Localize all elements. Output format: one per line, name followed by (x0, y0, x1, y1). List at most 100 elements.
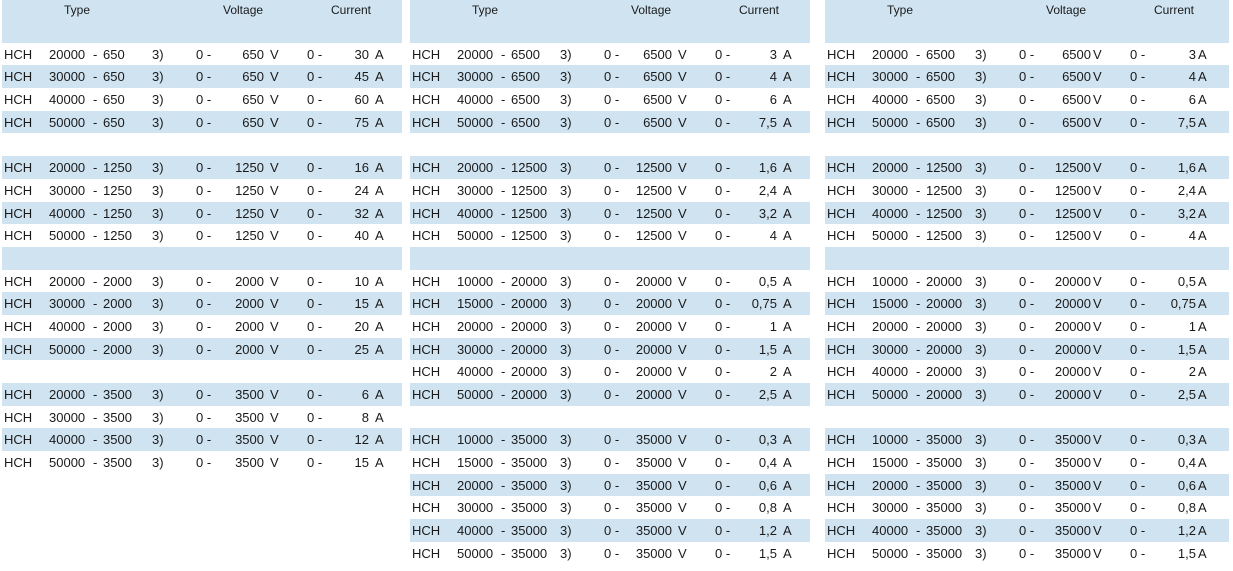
cell-czero: 0 - (1130, 500, 1146, 516)
cell-suffix: 3) (152, 387, 164, 402)
cell-dash: - (501, 387, 506, 402)
cell-dash: - (93, 46, 98, 62)
cell-volt: 6500 (926, 114, 955, 130)
cell-cmax: 15 (354, 455, 369, 471)
cell-czero: 0 - (1130, 364, 1146, 380)
cell-czero: 0 - (715, 46, 731, 62)
cell-suffix: 3) (152, 46, 164, 62)
cell-num: 20000 (457, 477, 494, 493)
cell-num: 30000 (457, 69, 494, 85)
cell-czero: 0 - (307, 228, 323, 244)
cell-vmax: 650 (242, 92, 264, 108)
cell-cmax: 16 (354, 160, 369, 176)
cell-prefix: HCH (412, 455, 441, 471)
cell-volt: 6500 (511, 46, 540, 62)
cell-czero: 0 - (1130, 455, 1146, 471)
cell-vmax: 12500 (635, 160, 672, 176)
table-row: HCH 50000-20000 3) 0 -20000 V 0 -2,5 A (825, 383, 1229, 406)
cell-suffix: 3) (152, 318, 164, 334)
cell-volt: 2000 (103, 273, 132, 289)
cell-zero: 0 - (604, 477, 620, 493)
cell-vmax: 12500 (635, 205, 672, 221)
cell-vu: V (678, 273, 687, 289)
cell-volt: 35000 (511, 545, 548, 561)
cell-vu: V (270, 409, 279, 425)
cell-dash: - (916, 545, 921, 561)
cell-zero: 0 - (604, 46, 620, 62)
cell-prefix: HCH (412, 46, 441, 62)
header-voltage: Voltage (1046, 3, 1087, 17)
table-row: HCH 20000-35000 3) 0 -35000 V 0 -0,6 A (410, 473, 810, 497)
cell-num: 10000 (457, 273, 494, 289)
cell-suffix: 3) (975, 364, 987, 380)
cell-volt: 12500 (511, 205, 548, 221)
cell-vmax: 6500 (1062, 92, 1091, 108)
cell-num: 50000 (457, 228, 494, 244)
cell-czero: 0 - (307, 69, 323, 85)
cell-dash: - (501, 46, 506, 62)
cell-cu: A (783, 477, 792, 493)
cell-vmax: 20000 (635, 296, 672, 312)
cell-czero: 0 - (1130, 545, 1146, 561)
cell-zero: 0 - (1019, 160, 1035, 176)
cell-suffix: 3) (975, 273, 987, 289)
cell-suffix: 3) (975, 432, 987, 448)
cell-dash: - (916, 500, 921, 516)
cell-vu: V (1093, 160, 1102, 176)
cell-cmax: 30 (354, 46, 369, 62)
cell-czero: 0 - (1130, 182, 1146, 198)
cell-volt: 650 (103, 114, 125, 130)
cell-suffix: 3) (560, 477, 572, 493)
cell-prefix: HCH (412, 296, 441, 312)
cell-cu: A (1198, 182, 1207, 198)
cell-num: 50000 (457, 114, 494, 130)
cell-prefix: HCH (412, 69, 441, 85)
cell-dash: - (93, 387, 98, 402)
cell-prefix: HCH (4, 182, 33, 198)
cell-vmax: 20000 (635, 341, 672, 357)
cell-zero: 0 - (1019, 273, 1035, 289)
cell-vu: V (678, 160, 687, 176)
cell-zero: 0 - (1019, 318, 1035, 334)
cell-vu: V (270, 182, 279, 198)
cell-vu: V (678, 318, 687, 334)
cell-czero: 0 - (715, 228, 731, 244)
cell-vu: V (1093, 432, 1102, 448)
cell-suffix: 3) (975, 523, 987, 539)
cell-czero: 0 - (307, 46, 323, 62)
cell-czero: 0 - (1130, 477, 1146, 493)
cell-vmax: 12500 (1054, 205, 1091, 221)
cell-volt: 3500 (103, 387, 132, 402)
cell-volt: 12500 (511, 182, 548, 198)
cell-zero: 0 - (196, 160, 212, 176)
cell-zero: 0 - (604, 341, 620, 357)
table-row: HCH 20000-1250 3) 0 -1250 V 0 -16 A (2, 156, 402, 179)
cell-cmax: 4 (1188, 69, 1196, 85)
cell-cmax: 2,5 (1177, 387, 1196, 402)
cell-volt: 35000 (511, 455, 548, 471)
cell-prefix: HCH (4, 432, 33, 448)
cell-dash: - (93, 182, 98, 198)
cell-zero: 0 - (196, 69, 212, 85)
cell-cu: A (1198, 500, 1207, 516)
cell-prefix: HCH (827, 545, 856, 561)
cell-vu: V (678, 364, 687, 380)
cell-prefix: HCH (412, 92, 441, 108)
cell-cu: A (375, 387, 384, 402)
cell-prefix: HCH (827, 205, 856, 221)
cell-czero: 0 - (307, 182, 323, 198)
cell-vmax: 650 (242, 114, 264, 130)
cell-suffix: 3) (152, 182, 164, 198)
cell-cmax: 40 (354, 228, 369, 244)
cell-zero: 0 - (1019, 296, 1035, 312)
cell-czero: 0 - (715, 273, 731, 289)
cell-num: 20000 (872, 46, 909, 62)
cell-vu: V (678, 455, 687, 471)
cell-suffix: 3) (152, 409, 164, 425)
cell-zero: 0 - (604, 545, 620, 561)
cell-suffix: 3) (152, 296, 164, 312)
cell-vu: V (270, 160, 279, 176)
cell-prefix: HCH (4, 92, 33, 108)
